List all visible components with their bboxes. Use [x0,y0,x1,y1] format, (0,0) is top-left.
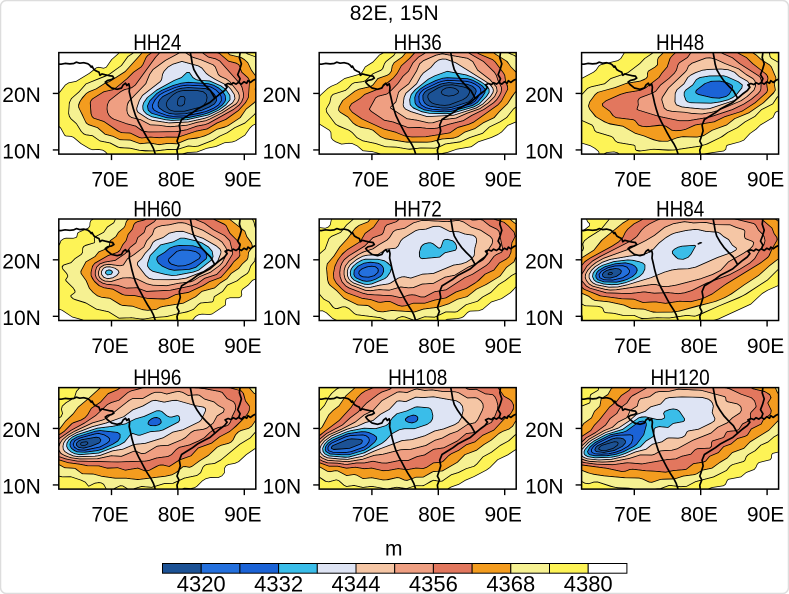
svg-text:10N: 10N [2,140,41,163]
svg-text:10N: 10N [525,140,564,163]
svg-text:10N: 10N [525,475,564,498]
svg-text:20N: 20N [263,419,302,442]
svg-text:m: m [385,538,403,561]
svg-text:10N: 10N [525,307,564,330]
svg-text:HH24: HH24 [133,30,181,55]
svg-text:10N: 10N [2,307,41,330]
svg-text:70E: 70E [352,335,389,358]
svg-text:HH72: HH72 [394,196,442,221]
svg-text:80E: 80E [681,169,718,192]
svg-text:4344: 4344 [332,572,381,594]
svg-text:82E, 15N: 82E, 15N [350,2,439,25]
svg-text:10N: 10N [263,140,302,163]
svg-text:90E: 90E [485,169,522,192]
svg-text:90E: 90E [485,335,522,358]
svg-text:70E: 70E [91,504,128,527]
svg-text:70E: 70E [614,169,651,192]
svg-text:20N: 20N [525,250,564,273]
svg-text:70E: 70E [614,335,651,358]
svg-text:10N: 10N [2,475,41,498]
svg-text:90E: 90E [224,169,261,192]
svg-text:20N: 20N [525,419,564,442]
svg-text:80E: 80E [158,169,195,192]
svg-text:20N: 20N [525,84,564,107]
svg-text:HH96: HH96 [133,365,181,390]
svg-text:70E: 70E [614,504,651,527]
svg-text:10N: 10N [263,307,302,330]
svg-text:80E: 80E [681,504,718,527]
svg-text:4356: 4356 [409,572,458,594]
svg-text:70E: 70E [352,169,389,192]
svg-text:20N: 20N [263,84,302,107]
svg-text:HH60: HH60 [133,196,181,221]
svg-text:90E: 90E [224,335,261,358]
svg-text:80E: 80E [681,335,718,358]
svg-text:80E: 80E [418,169,455,192]
svg-text:70E: 70E [352,504,389,527]
svg-text:20N: 20N [263,250,302,273]
svg-text:4380: 4380 [564,572,613,594]
svg-text:90E: 90E [485,504,522,527]
svg-text:HH108: HH108 [388,365,447,390]
svg-text:4368: 4368 [486,572,535,594]
svg-text:20N: 20N [2,419,41,442]
svg-text:HH84: HH84 [656,196,704,221]
svg-text:70E: 70E [91,169,128,192]
svg-text:90E: 90E [224,504,261,527]
svg-text:20N: 20N [2,250,41,273]
svg-text:80E: 80E [418,335,455,358]
svg-text:80E: 80E [158,335,195,358]
svg-text:20N: 20N [2,84,41,107]
svg-text:HH48: HH48 [656,30,704,55]
svg-text:HH36: HH36 [394,30,442,55]
svg-text:80E: 80E [418,504,455,527]
svg-text:70E: 70E [91,335,128,358]
svg-text:HH120: HH120 [651,365,710,390]
svg-text:90E: 90E [747,335,784,358]
svg-text:90E: 90E [747,504,784,527]
svg-text:4320: 4320 [177,572,226,594]
svg-text:90E: 90E [747,169,784,192]
svg-text:80E: 80E [158,504,195,527]
svg-text:10N: 10N [263,475,302,498]
svg-text:4332: 4332 [254,572,303,594]
